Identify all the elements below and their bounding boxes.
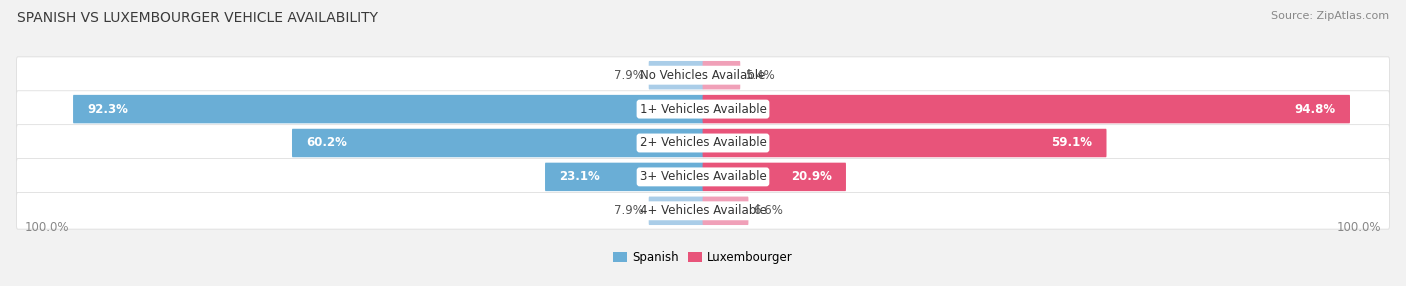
FancyBboxPatch shape: [703, 61, 740, 90]
Text: 92.3%: 92.3%: [87, 103, 128, 116]
Text: 5.4%: 5.4%: [745, 69, 775, 82]
FancyBboxPatch shape: [73, 95, 703, 123]
Text: 20.9%: 20.9%: [792, 170, 832, 183]
FancyBboxPatch shape: [648, 196, 703, 225]
Text: 59.1%: 59.1%: [1052, 136, 1092, 150]
FancyBboxPatch shape: [546, 163, 703, 191]
Text: 94.8%: 94.8%: [1295, 103, 1336, 116]
FancyBboxPatch shape: [703, 163, 846, 191]
FancyBboxPatch shape: [703, 95, 1350, 123]
Text: 1+ Vehicles Available: 1+ Vehicles Available: [640, 103, 766, 116]
Text: 6.6%: 6.6%: [754, 204, 783, 217]
Legend: Spanish, Luxembourger: Spanish, Luxembourger: [609, 247, 797, 269]
FancyBboxPatch shape: [17, 192, 1389, 229]
Text: 23.1%: 23.1%: [560, 170, 600, 183]
Text: 100.0%: 100.0%: [1337, 221, 1382, 234]
Text: 3+ Vehicles Available: 3+ Vehicles Available: [640, 170, 766, 183]
FancyBboxPatch shape: [648, 61, 703, 90]
Text: 4+ Vehicles Available: 4+ Vehicles Available: [640, 204, 766, 217]
FancyBboxPatch shape: [17, 57, 1389, 94]
FancyBboxPatch shape: [17, 159, 1389, 195]
Text: 100.0%: 100.0%: [24, 221, 69, 234]
Text: 7.9%: 7.9%: [614, 204, 644, 217]
Text: 7.9%: 7.9%: [614, 69, 644, 82]
FancyBboxPatch shape: [292, 129, 703, 157]
Text: Source: ZipAtlas.com: Source: ZipAtlas.com: [1271, 11, 1389, 21]
Text: No Vehicles Available: No Vehicles Available: [640, 69, 766, 82]
Text: SPANISH VS LUXEMBOURGER VEHICLE AVAILABILITY: SPANISH VS LUXEMBOURGER VEHICLE AVAILABI…: [17, 11, 378, 25]
FancyBboxPatch shape: [703, 196, 748, 225]
FancyBboxPatch shape: [17, 125, 1389, 161]
Text: 60.2%: 60.2%: [307, 136, 347, 150]
FancyBboxPatch shape: [17, 91, 1389, 127]
FancyBboxPatch shape: [703, 129, 1107, 157]
Text: 2+ Vehicles Available: 2+ Vehicles Available: [640, 136, 766, 150]
